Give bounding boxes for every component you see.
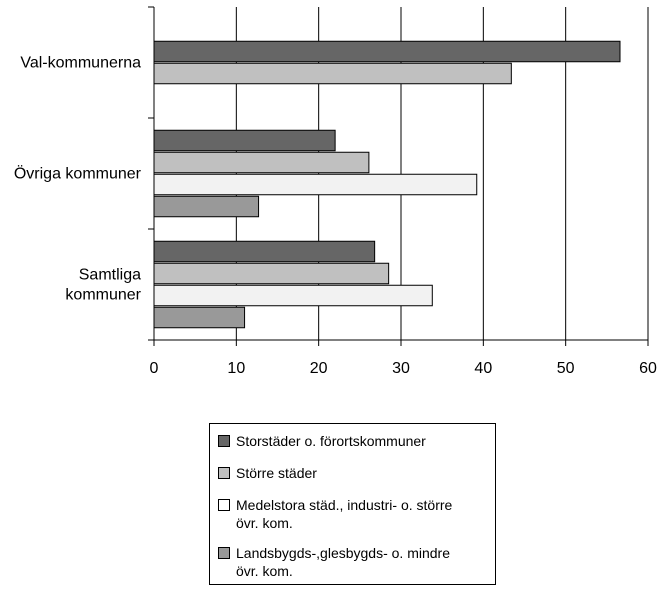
bar-1-3 xyxy=(153,195,260,218)
x-tick-label-50: 50 xyxy=(557,360,575,377)
bar-2-2 xyxy=(153,284,433,307)
x-tick-label-40: 40 xyxy=(474,360,492,377)
legend-item-medelstora: Medelstora städ., industri- o. större öv… xyxy=(218,496,488,532)
legend-label-landsbygd: Landsbygds-,glesbygds- o. mindre övr. ko… xyxy=(236,545,451,579)
legend-item-landsbygd: Landsbygds-,glesbygds- o. mindre övr. ko… xyxy=(218,544,488,580)
legend-swatch-medelstora xyxy=(218,499,230,511)
x-tick-label-10: 10 xyxy=(227,360,245,377)
bar-2-1 xyxy=(153,262,390,285)
bar-2-0 xyxy=(153,240,376,263)
chart-legend: Storstäder o. förortskommuner Större stä… xyxy=(209,423,496,585)
bar-0-1 xyxy=(153,62,512,85)
legend-swatch-storstader xyxy=(218,435,230,447)
category-label-0-0: Val-kommunerna xyxy=(20,55,141,72)
x-tick-label-0: 0 xyxy=(150,360,159,377)
legend-item-storre-stader: Större städer xyxy=(218,464,488,482)
bar-chart: 0 10 20 30 40 50 60 Val-kommunerna Övriga kommun… xyxy=(14,6,657,377)
legend-swatch-storre-stader xyxy=(218,467,230,479)
bar-1-0 xyxy=(153,129,336,152)
category-label-2-1: kommuner xyxy=(65,287,141,304)
legend-swatch-landsbygd xyxy=(218,547,230,559)
bar-0-0 xyxy=(153,40,621,63)
category-label-2-0: Samtliga xyxy=(79,267,141,284)
bar-2-3 xyxy=(153,306,246,329)
legend-label-storre-stader: Större städer xyxy=(236,465,317,481)
legend-label-medelstora: Medelstora städ., industri- o. större öv… xyxy=(236,497,453,531)
legend-label-storstader: Storstäder o. förortskommuner xyxy=(236,433,426,449)
legend-item-storstader: Storstäder o. förortskommuner xyxy=(218,432,488,450)
x-tick-label-60: 60 xyxy=(639,360,657,377)
x-tick-label-20: 20 xyxy=(310,360,328,377)
bar-1-2 xyxy=(153,173,478,196)
x-tick-label-30: 30 xyxy=(392,360,410,377)
bar-1-1 xyxy=(153,151,370,174)
category-label-1-0: Övriga kommuner xyxy=(14,165,142,183)
